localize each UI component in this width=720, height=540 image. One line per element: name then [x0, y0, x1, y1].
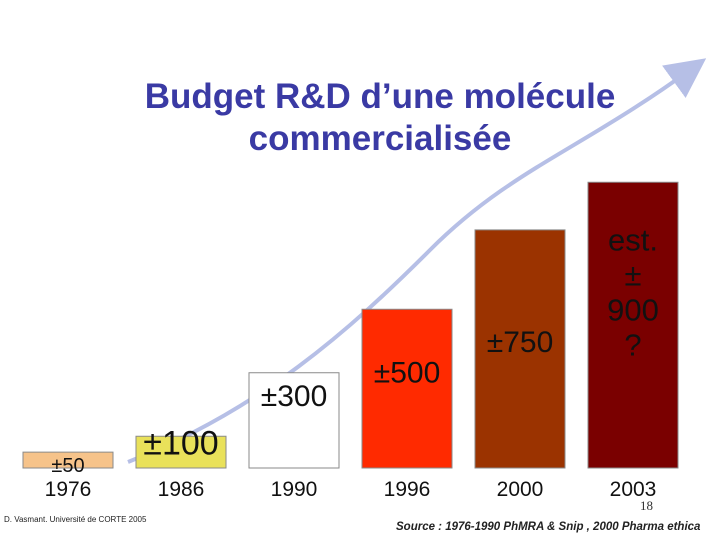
bar-label-1990: ±300: [261, 380, 328, 413]
year-label-1976: 1976: [45, 478, 92, 501]
year-label-1986: 1986: [158, 478, 205, 501]
page-number: 18: [640, 498, 653, 513]
bar-1986: [135, 435, 227, 469]
year-label-1996: 1996: [384, 478, 431, 501]
year-label-1990: 1990: [271, 478, 318, 501]
chart-title-line-1: Budget R&D d’une molécule: [144, 77, 616, 116]
bar-2003: [587, 181, 679, 469]
bar-label-1986: ±100: [143, 424, 218, 462]
x-axis-tick-labels: 1976 1986 1990 1996 2000 2003: [45, 478, 657, 501]
bar-1990: [248, 372, 340, 469]
author-credit: D. Vasmant. Université de CORTE 2005: [4, 515, 147, 524]
bars-layer: [22, 181, 679, 469]
bar-labels: ±50 ±100 ±300 ±500 ±750 est.±900?: [51, 222, 658, 477]
year-label-2003: 2003: [610, 478, 657, 501]
bar-label-2003-line-2: ±: [624, 257, 641, 292]
bar-2000: [474, 229, 566, 469]
chart-title-line-2: commercialisée: [248, 119, 512, 158]
bar-label-1976: ±50: [51, 455, 84, 477]
chart-title: Budget R&D d’une molécule commercialisée: [60, 76, 700, 160]
bar-label-1996: ±500: [374, 356, 441, 389]
bar-1996: [361, 308, 453, 469]
bar-label-2003-line-3: 900: [607, 292, 659, 327]
bar-label-2000: ±750: [487, 326, 554, 359]
bar-1976: [22, 451, 114, 469]
bar-label-2003-line-4: ?: [624, 327, 641, 362]
trend-arrow: [127, 58, 707, 464]
data-source: Source : 1976-1990 PhMRA & Snip , 2000 P…: [396, 521, 701, 533]
bar-label-2003-line-1: est.: [608, 222, 658, 257]
year-label-2000: 2000: [497, 478, 544, 501]
